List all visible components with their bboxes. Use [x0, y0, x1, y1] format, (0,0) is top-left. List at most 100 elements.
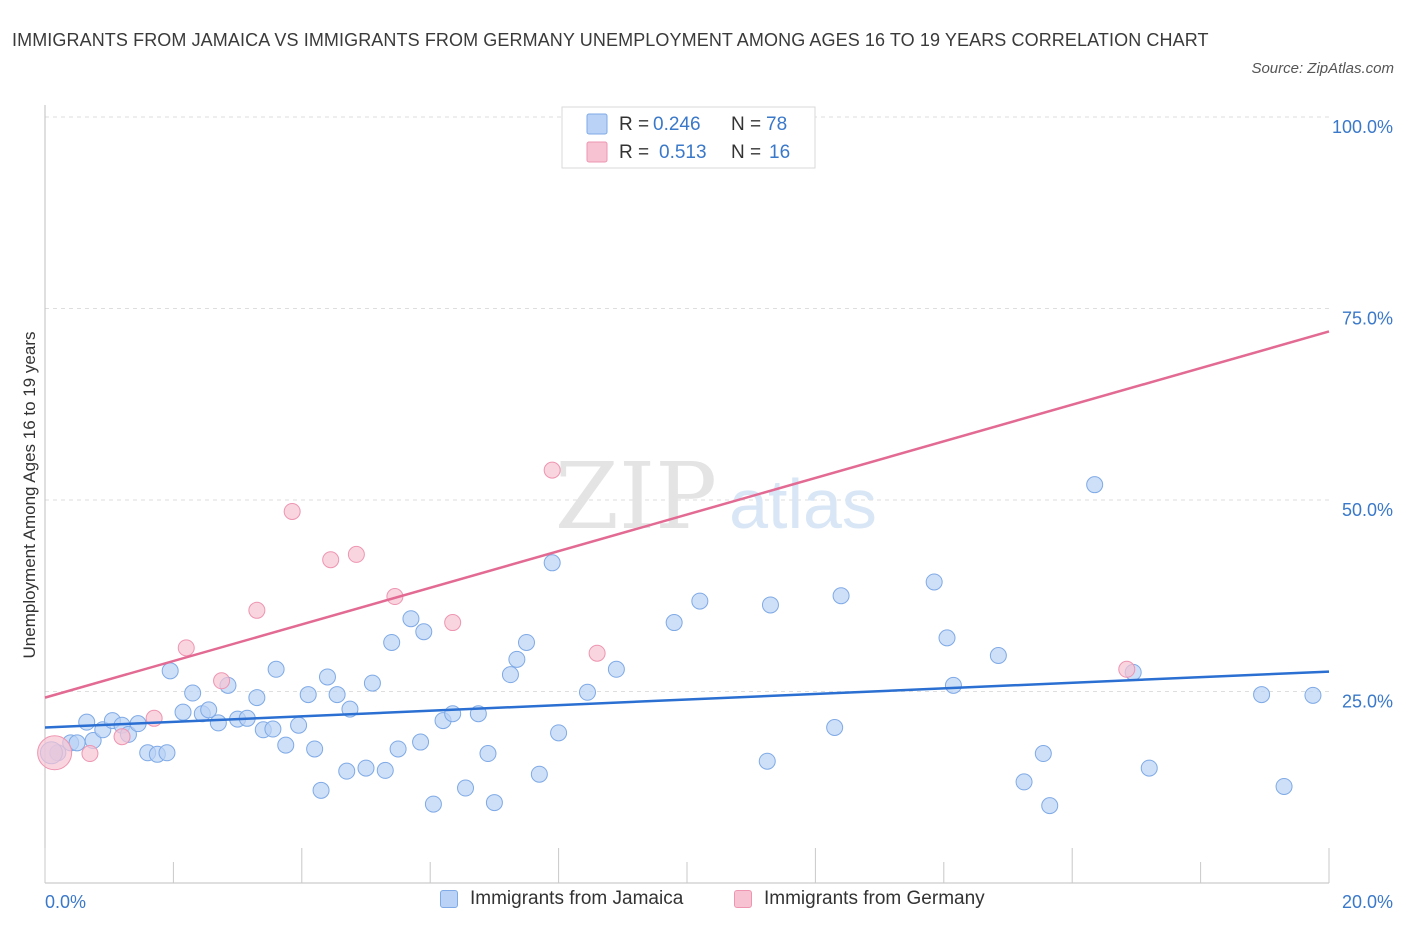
stats-r-label-germany: R = — [619, 142, 649, 163]
data-point-germany — [283, 502, 301, 520]
trend-line-jamaica — [44, 670, 1330, 729]
data-point-jamaica — [530, 765, 548, 783]
y-tick-label: 50.0% — [1342, 500, 1393, 520]
data-point-jamaica — [267, 660, 285, 678]
grid-lines — [45, 116, 1329, 692]
legend-item-germany: Immigrants from Germany — [734, 888, 985, 910]
data-point-jamaica — [479, 745, 497, 763]
data-point-germany — [248, 601, 266, 619]
data-point-germany — [543, 461, 561, 479]
data-point-jamaica — [376, 761, 394, 779]
data-point-jamaica — [209, 714, 227, 732]
source-label: Source: ZipAtlas.com — [1251, 60, 1394, 77]
data-point-jamaica — [277, 736, 295, 754]
data-point-germany — [177, 639, 195, 657]
data-point-jamaica — [607, 660, 625, 678]
data-point-jamaica — [312, 781, 330, 799]
data-point-germany — [37, 735, 73, 771]
data-point-jamaica — [158, 744, 176, 762]
trend-lines — [44, 330, 1330, 729]
data-point-jamaica — [1015, 773, 1033, 791]
data-point-jamaica — [938, 629, 956, 647]
legend-label-germany: Immigrants from Germany — [764, 888, 985, 909]
data-point-germany — [113, 728, 131, 746]
data-point-jamaica — [832, 587, 850, 605]
data-point-germany — [588, 644, 606, 662]
data-point-jamaica — [290, 716, 308, 734]
data-point-jamaica — [412, 733, 430, 751]
data-point-jamaica — [1086, 476, 1104, 494]
data-point-jamaica — [518, 633, 535, 651]
stats-r-value-germany: 0.513 — [659, 142, 707, 163]
data-point-jamaica — [174, 703, 192, 721]
stats-n-label-germany: N = — [731, 142, 761, 163]
data-point-jamaica — [944, 676, 962, 694]
data-point-jamaica — [328, 686, 346, 704]
x-tick-label-min: 0.0% — [45, 892, 86, 912]
data-point-germany — [81, 745, 99, 763]
data-point-jamaica — [1304, 686, 1322, 704]
data-point-jamaica — [415, 623, 433, 641]
stats-r-value-jamaica: 0.246 — [653, 114, 701, 135]
data-point-jamaica — [761, 596, 779, 614]
y-axis-label: Unemployment Among Ages 16 to 19 years — [20, 332, 39, 659]
data-point-jamaica — [1140, 759, 1158, 777]
legend-swatch-germany — [734, 890, 752, 908]
chart-title: IMMIGRANTS FROM JAMAICA VS IMMIGRANTS FR… — [12, 30, 1209, 50]
trend-line-germany — [44, 330, 1330, 699]
y-tick-label: 100.0% — [1332, 117, 1393, 137]
series-germany — [37, 108, 1136, 771]
data-point-jamaica — [200, 701, 218, 719]
data-point-jamaica — [383, 633, 401, 651]
watermark-zip: ZIP — [555, 443, 717, 550]
legend-label-jamaica: Immigrants from Jamaica — [470, 888, 684, 909]
data-point-jamaica — [1253, 686, 1271, 704]
data-point-jamaica — [357, 759, 375, 777]
watermark-atlas: atlas — [729, 465, 877, 543]
data-point-jamaica — [306, 740, 324, 758]
data-point-jamaica — [248, 689, 266, 707]
legend-swatch-jamaica — [440, 890, 458, 908]
data-point-jamaica — [826, 719, 844, 737]
data-point-jamaica — [363, 674, 381, 692]
data-point-germany — [1118, 660, 1136, 678]
data-point-jamaica — [318, 668, 336, 686]
x-tick-label-max: 20.0% — [1342, 892, 1393, 912]
y-tick-label: 75.0% — [1342, 309, 1393, 329]
data-point-jamaica — [184, 684, 202, 702]
data-point-jamaica — [989, 646, 1007, 664]
data-point-jamaica — [665, 614, 683, 632]
data-point-jamaica — [338, 762, 356, 780]
stats-n-value-germany: 16 — [769, 142, 790, 163]
data-point-jamaica — [508, 650, 526, 668]
data-point-jamaica — [78, 713, 96, 731]
data-point-jamaica — [1041, 797, 1059, 815]
data-point-jamaica — [925, 573, 943, 591]
data-point-jamaica — [501, 666, 519, 684]
data-point-jamaica — [389, 740, 407, 758]
tick-labels: 25.0% 50.0% 75.0% 100.0% 0.0% 20.0% — [45, 117, 1393, 912]
data-point-jamaica — [299, 686, 317, 704]
data-point-jamaica — [543, 554, 561, 572]
data-point-germany — [322, 551, 340, 569]
data-point-germany — [347, 545, 365, 563]
data-point-jamaica — [758, 752, 776, 770]
axes — [44, 105, 1330, 884]
data-point-germany — [444, 614, 462, 632]
y-tick-label: 25.0% — [1342, 692, 1393, 712]
data-point-jamaica — [424, 795, 442, 813]
data-point-jamaica — [264, 720, 282, 738]
stats-n-value-jamaica: 78 — [766, 114, 787, 135]
data-point-jamaica — [444, 705, 462, 723]
data-point-jamaica — [457, 779, 475, 797]
stats-box: R = 0.246 N = 78 R = 0.513 N = 16 — [561, 106, 816, 169]
data-point-jamaica — [402, 610, 420, 628]
data-point-jamaica — [691, 592, 709, 610]
stats-swatch-germany — [586, 141, 608, 163]
data-point-jamaica — [550, 724, 568, 742]
data-point-jamaica — [1034, 745, 1052, 763]
data-point-jamaica — [161, 662, 179, 680]
data-point-jamaica — [485, 794, 503, 812]
data-point-jamaica — [1275, 777, 1293, 795]
